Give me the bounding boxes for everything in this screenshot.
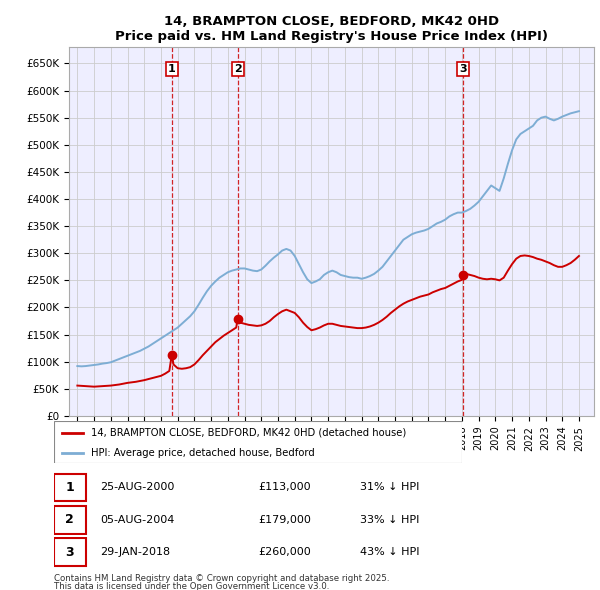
Title: 14, BRAMPTON CLOSE, BEDFORD, MK42 0HD
Price paid vs. HM Land Registry's House Pr: 14, BRAMPTON CLOSE, BEDFORD, MK42 0HD Pr…: [115, 15, 548, 43]
Text: 05-AUG-2004: 05-AUG-2004: [100, 515, 174, 525]
Text: This data is licensed under the Open Government Licence v3.0.: This data is licensed under the Open Gov…: [54, 582, 329, 590]
Bar: [54, 506, 86, 533]
Bar: [54, 474, 86, 501]
Text: Contains HM Land Registry data © Crown copyright and database right 2025.: Contains HM Land Registry data © Crown c…: [54, 574, 389, 583]
Text: 3: 3: [460, 64, 467, 74]
Text: £113,000: £113,000: [258, 483, 311, 492]
Text: 3: 3: [65, 546, 74, 559]
Text: 2: 2: [65, 513, 74, 526]
Text: 31% ↓ HPI: 31% ↓ HPI: [360, 483, 419, 492]
Text: £179,000: £179,000: [258, 515, 311, 525]
Text: HPI: Average price, detached house, Bedford: HPI: Average price, detached house, Bedf…: [91, 448, 314, 457]
Text: 33% ↓ HPI: 33% ↓ HPI: [360, 515, 419, 525]
Bar: [54, 539, 86, 566]
Text: 1: 1: [168, 64, 176, 74]
Text: 1: 1: [65, 481, 74, 494]
Text: 29-JAN-2018: 29-JAN-2018: [100, 548, 170, 557]
Text: 14, BRAMPTON CLOSE, BEDFORD, MK42 0HD (detached house): 14, BRAMPTON CLOSE, BEDFORD, MK42 0HD (d…: [91, 428, 406, 438]
Text: 2: 2: [234, 64, 242, 74]
Text: £260,000: £260,000: [258, 548, 311, 557]
Text: 25-AUG-2000: 25-AUG-2000: [100, 483, 174, 492]
Text: 43% ↓ HPI: 43% ↓ HPI: [360, 548, 419, 557]
